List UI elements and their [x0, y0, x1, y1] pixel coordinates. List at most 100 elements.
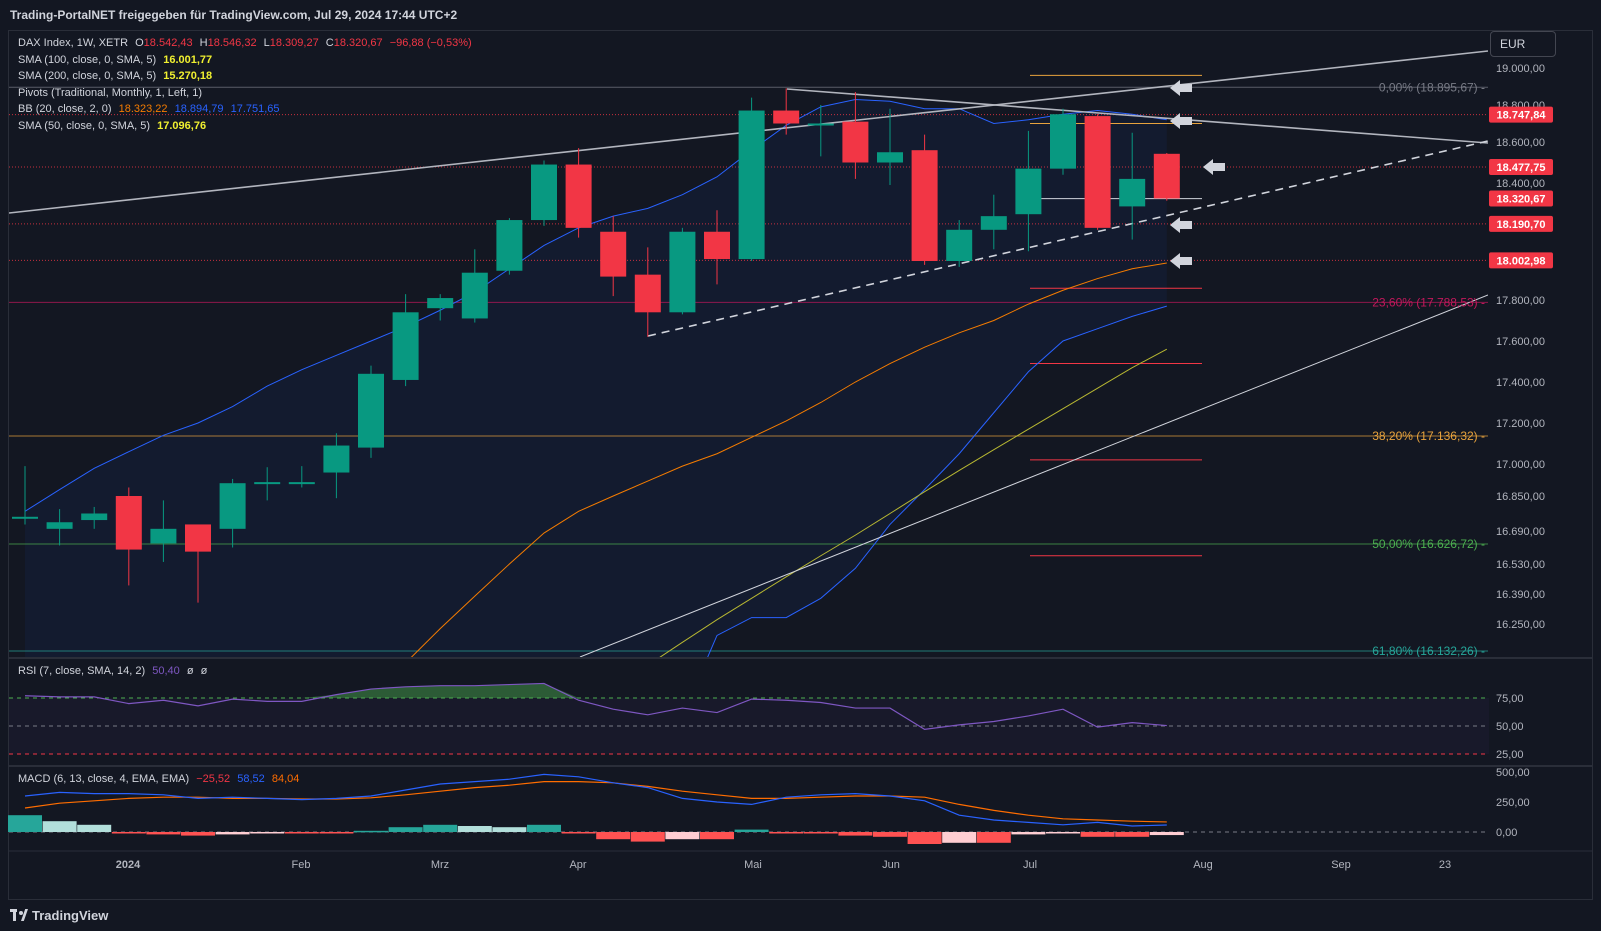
sma100-label: SMA (100, close, 0, SMA, 5) [18, 53, 157, 66]
bollinger-band-fill [25, 99, 1167, 657]
low-label: L [263, 37, 270, 49]
fib-level-label-0: 0,00% (18.895,67) - [1379, 80, 1485, 94]
sma200-label: SMA (200, close, 0, SMA, 5) [18, 70, 157, 82]
price-tick-label: 18.400,00 [1496, 178, 1545, 190]
price-badge-label-0: 18.747,84 [1497, 110, 1547, 122]
sma50-value: 17.096,76 [157, 119, 207, 132]
candle-body-28 [980, 216, 1007, 230]
bb-lower-value: 17.751,65 [230, 103, 280, 115]
currency-button[interactable]: EUR [1490, 31, 1556, 57]
candle-body-6 [219, 483, 246, 529]
price-badge-label-1: 18.477,75 [1497, 162, 1546, 174]
tradingview-logo[interactable]: TradingView [10, 908, 108, 923]
candle-body-31 [1084, 116, 1111, 228]
pointer-arrow-shape-2 [1203, 159, 1225, 175]
bb-upper-line [24, 98, 1167, 512]
price-badge-label-2: 18.320,67 [1497, 193, 1546, 205]
bb-lower-line [707, 305, 1167, 657]
pivots-label: Pivots (Traditional, Monthly, 1, Left, 1… [18, 86, 203, 99]
candle-body-2 [81, 513, 108, 521]
bb-basis-value: 18.323,22 [118, 103, 168, 115]
price-badge-bg-1 [1489, 159, 1553, 176]
header-bar: Trading-PortalNET freigegeben für Tradin… [0, 0, 1601, 30]
time-axis-label-2: Mrz [431, 859, 449, 871]
candle-body-33 [1153, 153, 1180, 199]
candle-body-20 [704, 231, 730, 260]
candle-body-18 [634, 274, 661, 313]
time-axis-label-7: Aug [1193, 859, 1213, 871]
candle-body-12 [427, 298, 454, 309]
macd-histogram-bar-15 [527, 824, 561, 832]
macd-histogram-bar-2 [77, 824, 112, 832]
time-axis-label-0: 2024 [116, 859, 141, 871]
macd-histogram-bar-23 [803, 832, 838, 834]
candle-body-13 [461, 272, 488, 319]
macd-histogram-bar-29 [1011, 832, 1046, 835]
macd-histogram-bar-0 [8, 815, 42, 832]
sma50-legend-row[interactable]: SMA (50, close, 0, SMA, 5) 17.096,76 [18, 118, 476, 135]
rsi-tick-label: 50,00 [1496, 721, 1524, 733]
candle-body-16 [565, 164, 592, 228]
ohlc-legend-row: DAX Index, 1W, XETR O18.542,43 H18.546,3… [18, 35, 476, 52]
macd-histogram-bar-16 [561, 832, 596, 834]
rsi-legend[interactable]: RSI (7, close, SMA, 14, 2) 50,40 ø ø [18, 665, 207, 677]
macd-histogram-bar-20 [700, 832, 734, 840]
price-tick-label: 19.000,00 [1496, 63, 1545, 75]
close-value: 18.320,67 [333, 37, 383, 49]
sma50-line [410, 262, 1167, 657]
macd-histogram-bar-18 [630, 832, 665, 842]
time-axis-label-9: 23 [1439, 859, 1451, 871]
bb-legend-row[interactable]: BB (20, close, 2, 0) 18.323,22 18.894,79… [18, 101, 476, 118]
candle-body-5 [185, 524, 211, 552]
pivots-legend-row[interactable]: Pivots (Traditional, Monthly, 1, Left, 1… [18, 85, 476, 102]
pointer-arrow-icon-1 [1170, 113, 1192, 129]
dashed-support-trendline [647, 140, 1488, 337]
candle-body-3 [115, 496, 142, 550]
macd-signal-value: 84,04 [271, 773, 300, 785]
falling-trendline [786, 88, 1488, 144]
macd-legend[interactable]: MACD (6, 13, close, 4, EMA, EMA) −25,52 … [18, 773, 299, 785]
sma100-value: 16.001,77 [163, 53, 213, 66]
price-tick-label: 16.250,00 [1496, 619, 1545, 631]
rsi-value: 50,40 [152, 665, 180, 677]
candle-body-17 [600, 231, 627, 277]
time-axis-label-3: Apr [569, 859, 586, 871]
time-axis-label-8: Sep [1331, 859, 1351, 871]
footer-bar: TradingView [0, 900, 1601, 931]
symbol-label[interactable]: DAX Index, 1W, XETR [18, 37, 129, 49]
pointer-arrow-icon-3 [1170, 217, 1192, 233]
change-value: −96,88 (−0,53%) [389, 37, 472, 49]
macd-histogram-bar-5 [181, 832, 215, 836]
price-tick-label: 16.390,00 [1496, 589, 1545, 601]
bb-upper-value: 18.894,79 [174, 103, 224, 115]
open-label: O [135, 37, 144, 49]
sma100-legend-row[interactable]: SMA (100, close, 0, SMA, 5) 16.001,77 [18, 52, 476, 69]
chart-share-title: Trading-PortalNET freigegeben für Tradin… [10, 8, 458, 22]
time-axis-label-4: Mai [744, 859, 762, 871]
low-value: 18.309,27 [269, 37, 319, 49]
price-tick-label: 17.600,00 [1496, 336, 1545, 348]
sma200-legend-row[interactable]: SMA (200, close, 0, SMA, 5) 15.270,18 [18, 68, 476, 85]
macd-signal-line [24, 780, 1167, 823]
macd-histogram-bar-32 [1115, 832, 1150, 837]
candle-body-9 [323, 445, 350, 473]
price-badge-label-4: 18.002,98 [1497, 255, 1546, 267]
pointer-arrow-shape-1 [1170, 113, 1192, 129]
fib-level-label-1: 23,60% (17.788,53) - [1372, 295, 1485, 309]
price-tick-label: 16.690,00 [1496, 526, 1545, 538]
macd-histogram-bar-27 [942, 832, 977, 843]
macd-histogram-bar-21 [734, 829, 769, 832]
pointer-arrow-shape-3 [1170, 217, 1192, 233]
time-axis-label-5: Jun [882, 859, 900, 871]
macd-histogram-bar-33 [1149, 832, 1184, 836]
candle-body-27 [946, 229, 973, 261]
price-badge-bg-3 [1489, 215, 1553, 232]
rsi-line [24, 682, 1167, 730]
pointer-arrow-icon-0 [1170, 80, 1192, 96]
macd-histogram-bar-17 [596, 832, 631, 840]
macd-histogram-bar-12 [423, 824, 458, 832]
macd-tick-label: 0,00 [1496, 827, 1517, 839]
price-badge-bg-0 [1489, 106, 1553, 123]
